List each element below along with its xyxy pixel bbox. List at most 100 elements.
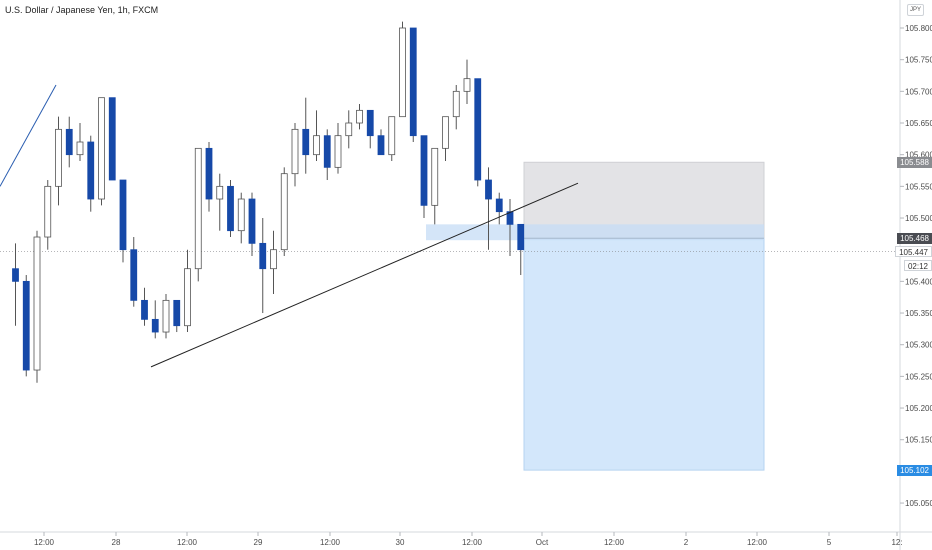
candle-body-down [517, 223, 525, 251]
candle-body-down [130, 249, 138, 301]
candle-body-up [270, 249, 277, 270]
candle [420, 135, 428, 219]
y-tick-label: 105.200 [905, 404, 932, 413]
candle [98, 97, 105, 206]
candle-body-down [87, 141, 95, 200]
y-tick-label: 105.750 [905, 56, 932, 65]
y-tick-label: 105.500 [905, 214, 932, 223]
candle [313, 110, 320, 162]
candle-body-up [162, 299, 170, 333]
candle-body-down [227, 185, 234, 232]
x-tick-label: 12:00 [604, 538, 625, 547]
candle [506, 199, 514, 257]
candle-body-up [388, 116, 396, 156]
candle [474, 78, 482, 187]
candle [33, 230, 41, 383]
candle-body-up [33, 236, 41, 371]
candle-body-up [184, 268, 191, 327]
candle [184, 249, 191, 333]
y-tick-label: 105.300 [905, 341, 932, 350]
x-tick-label: 28 [112, 538, 121, 547]
y-tick-label: 105.700 [905, 87, 932, 96]
candle [141, 287, 148, 326]
candle [280, 167, 288, 257]
x-tick-label: Oct [536, 538, 549, 547]
candle [517, 223, 525, 276]
y-tick-label: 105.550 [905, 182, 932, 191]
candle [173, 299, 181, 333]
candle [162, 294, 170, 339]
y-tick-label: 105.800 [905, 24, 932, 33]
y-tick-label: 105.650 [905, 119, 932, 128]
candle [431, 147, 439, 225]
last-price-label: 105.447 [895, 246, 932, 258]
x-tick-label: 12:00 [747, 538, 768, 547]
candle [44, 180, 52, 250]
candle [205, 142, 213, 212]
candle-body-down [141, 299, 148, 320]
y-tick-label: 105.400 [905, 277, 932, 286]
entry-price-label: 105.468 [897, 232, 932, 244]
x-tick-label: 30 [396, 538, 405, 547]
candle-body-down [205, 147, 213, 200]
trendline-left [0, 84, 57, 187]
candle-body-up [55, 128, 62, 187]
candle [409, 27, 417, 143]
candle-body-up [98, 97, 105, 200]
candle-body-up [313, 135, 320, 156]
chart-title: U.S. Dollar / Japanese Yen, 1h, FXCM [5, 5, 159, 15]
candle [237, 192, 245, 244]
x-tick-label: 2 [684, 538, 689, 547]
candle [12, 243, 19, 326]
candle-body-down [259, 242, 267, 270]
candle-body-down [108, 97, 116, 181]
candle [227, 180, 234, 238]
x-tick-label: 5 [827, 538, 832, 547]
candle-body-up [463, 78, 471, 92]
x-tick-label: 12:00 [462, 538, 483, 547]
candle [194, 147, 202, 282]
y-tick-label: 105.350 [905, 309, 932, 318]
candle-body-down [173, 299, 181, 327]
candle-body-down [377, 135, 385, 156]
candle [463, 59, 471, 105]
y-tick-label: 105.050 [905, 499, 932, 508]
stop-price-label: 105.102 [897, 464, 932, 476]
candle [108, 97, 116, 181]
candle [366, 109, 374, 149]
candle [399, 21, 406, 118]
x-tick-label: 12: [891, 538, 902, 547]
candle [345, 110, 353, 149]
candle [485, 167, 492, 250]
candle-body-up [442, 116, 449, 149]
candle-body-up [44, 185, 52, 238]
candle [65, 116, 73, 168]
candle-body-up [194, 147, 202, 270]
candle-body-down [409, 27, 417, 137]
candle-body-up [431, 147, 439, 206]
candle-body-up [237, 198, 245, 232]
candle [216, 173, 224, 231]
candle-body-down [12, 268, 19, 282]
y-tick-label: 105.150 [905, 436, 932, 445]
candle [334, 123, 342, 174]
candle [22, 275, 30, 377]
currency-badge[interactable]: JPY [907, 4, 924, 16]
candle [377, 129, 385, 156]
candle [87, 135, 95, 212]
stop-zone [523, 237, 765, 471]
y-tick-label: 105.600 [905, 151, 932, 160]
candle-body-up [291, 128, 299, 175]
candle-body-up [452, 90, 460, 118]
candle-body-down [366, 109, 374, 137]
countdown-label: 02:12 [903, 260, 932, 272]
candle [151, 300, 159, 339]
candle [302, 97, 310, 174]
candle-body-down [495, 198, 503, 213]
candle [119, 179, 127, 263]
y-tick-label: 105.250 [905, 372, 932, 381]
candle-body-up [399, 27, 406, 118]
candle [130, 237, 138, 307]
candle-body-down [302, 128, 310, 156]
